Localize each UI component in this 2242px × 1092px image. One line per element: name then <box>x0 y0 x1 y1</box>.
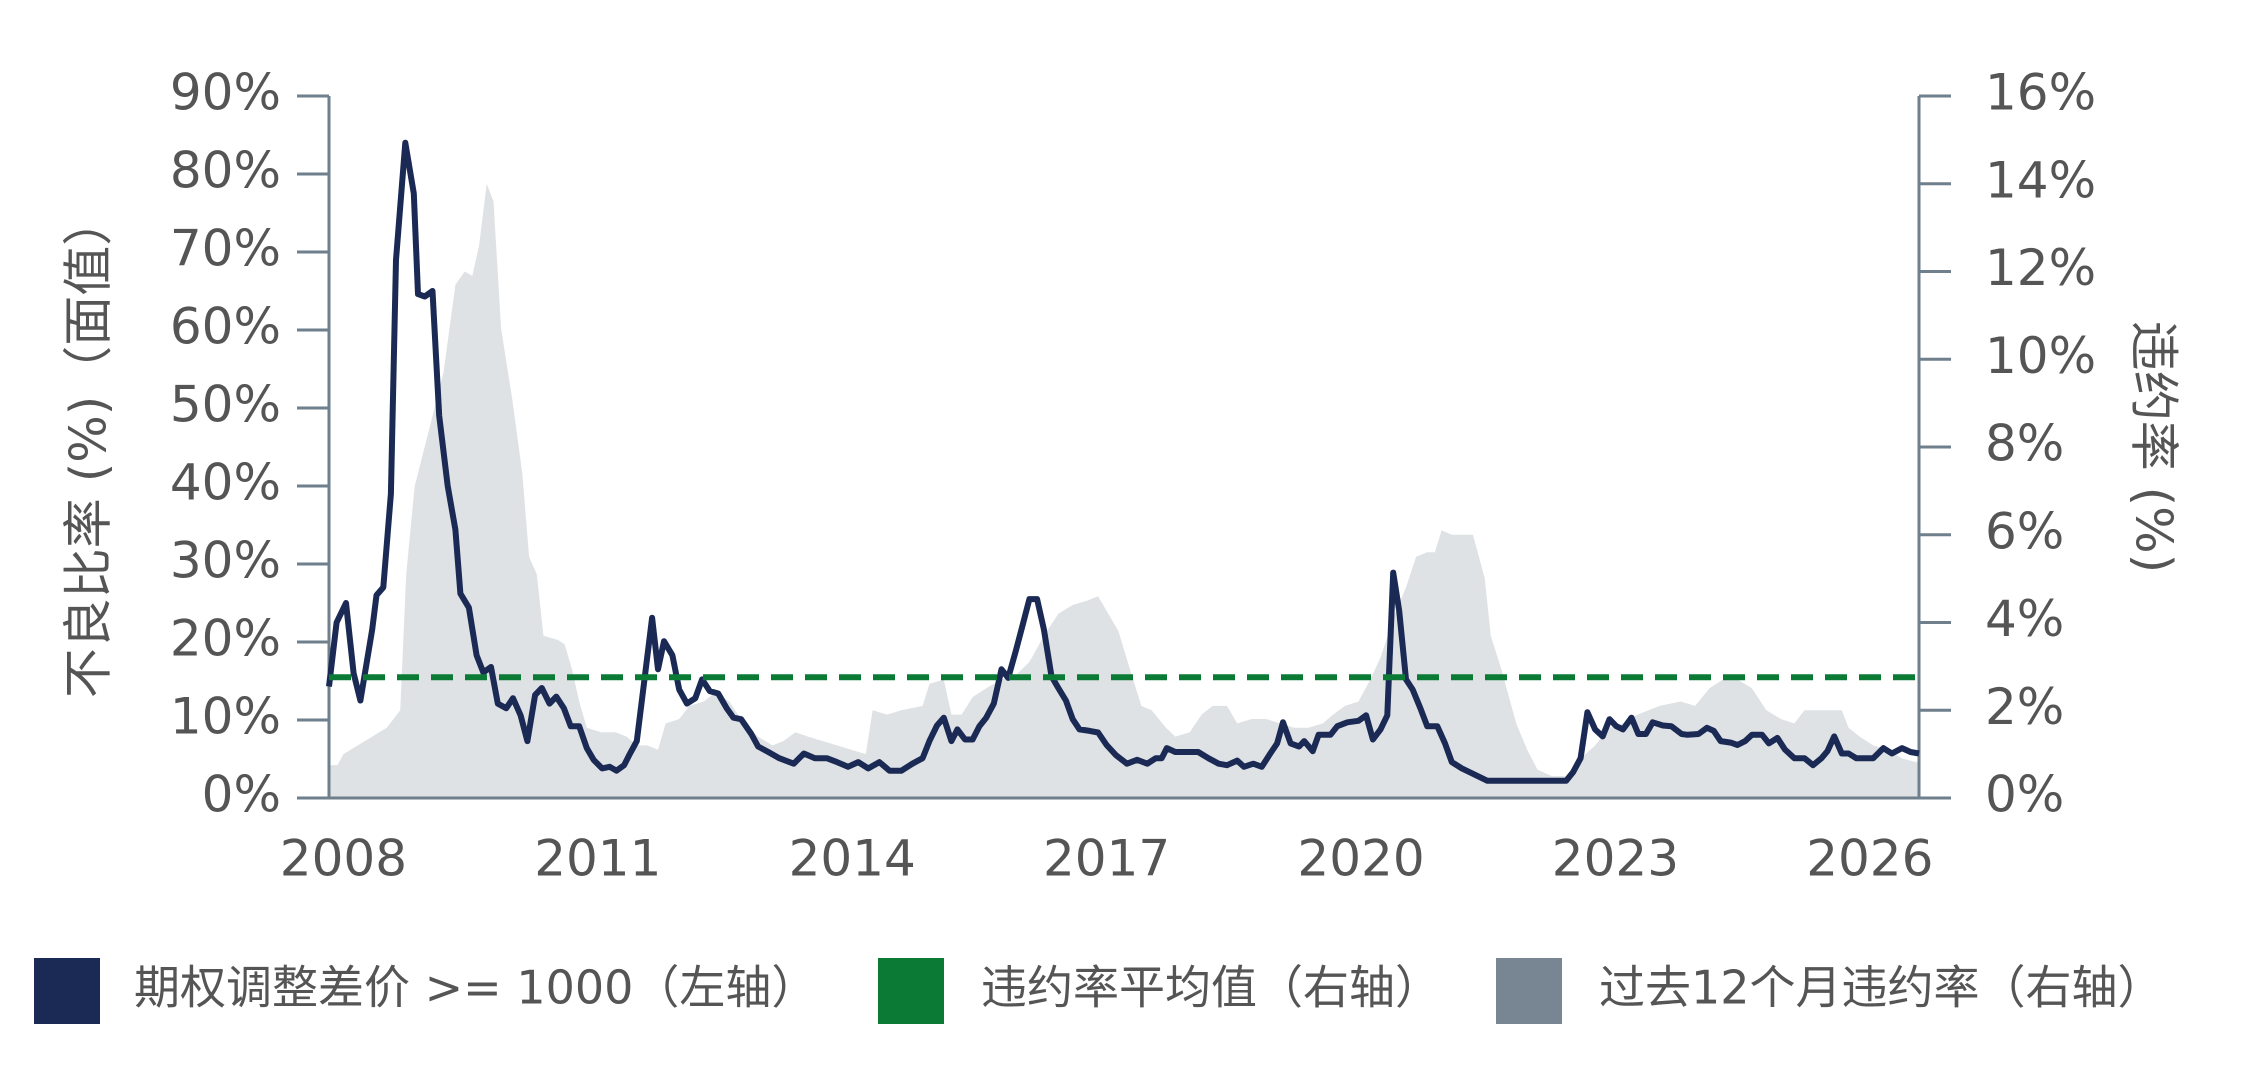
y2-tick-label: 12% <box>1985 239 2096 297</box>
y2-tick-label: 0% <box>1985 766 2064 824</box>
y-tick-label: 50% <box>170 376 281 434</box>
legend-label: 违约率平均值（右轴） <box>981 961 1441 1015</box>
y-tick-label: 80% <box>170 142 281 200</box>
y-tick-label: 60% <box>170 298 281 356</box>
x-tick-label: 2020 <box>1297 830 1424 888</box>
line <box>326 139 1920 784</box>
y2-tick-label: 10% <box>1985 327 2096 385</box>
legend-swatch <box>1496 958 1562 1024</box>
x-tick-label: 2014 <box>789 830 916 888</box>
legend-swatch <box>34 958 100 1024</box>
y2-axis-label: 违约率 (%) <box>2125 321 2183 573</box>
y2-tick-label: 4% <box>1985 590 2064 648</box>
x-tick-label: 2026 <box>1806 830 1933 888</box>
x-tick-label: 2023 <box>1552 830 1679 888</box>
y2-tick-label: 6% <box>1985 502 2064 560</box>
y-tick-label: 30% <box>170 532 281 590</box>
y-tick-label: 0% <box>202 766 281 824</box>
y2-tick-label: 8% <box>1985 415 2064 473</box>
axes-layer: 0% 10% 20% 30% 40% 50% 60% 70% 80% 90% 0% 2% 4% 6% 8% 1… <box>170 64 2096 888</box>
x-tick-label: 2008 <box>280 830 407 888</box>
legend-label: 过去12个月违约率（右轴） <box>1599 961 2164 1015</box>
y-tick-label: 10% <box>170 688 281 746</box>
y-tick-label: 20% <box>170 610 281 668</box>
legend-swatch <box>878 958 944 1024</box>
y-tick-label: 90% <box>170 64 281 122</box>
area <box>329 183 1919 799</box>
y-axis-label: 不良比率 (%)（面值） <box>60 196 118 698</box>
x-tick-label: 2017 <box>1043 830 1170 888</box>
y2-tick-label: 2% <box>1985 678 2064 736</box>
legend-label: 期权调整差价 >= 1000（左轴） <box>134 961 817 1015</box>
y2-tick-label: 16% <box>1985 64 2096 122</box>
line-layer <box>326 139 1920 784</box>
y-tick-label: 70% <box>170 220 281 278</box>
y2-tick-label: 14% <box>1985 151 2096 209</box>
y-tick-label: 40% <box>170 454 281 512</box>
area-layer <box>329 183 1919 799</box>
x-tick-label: 2011 <box>534 830 661 888</box>
